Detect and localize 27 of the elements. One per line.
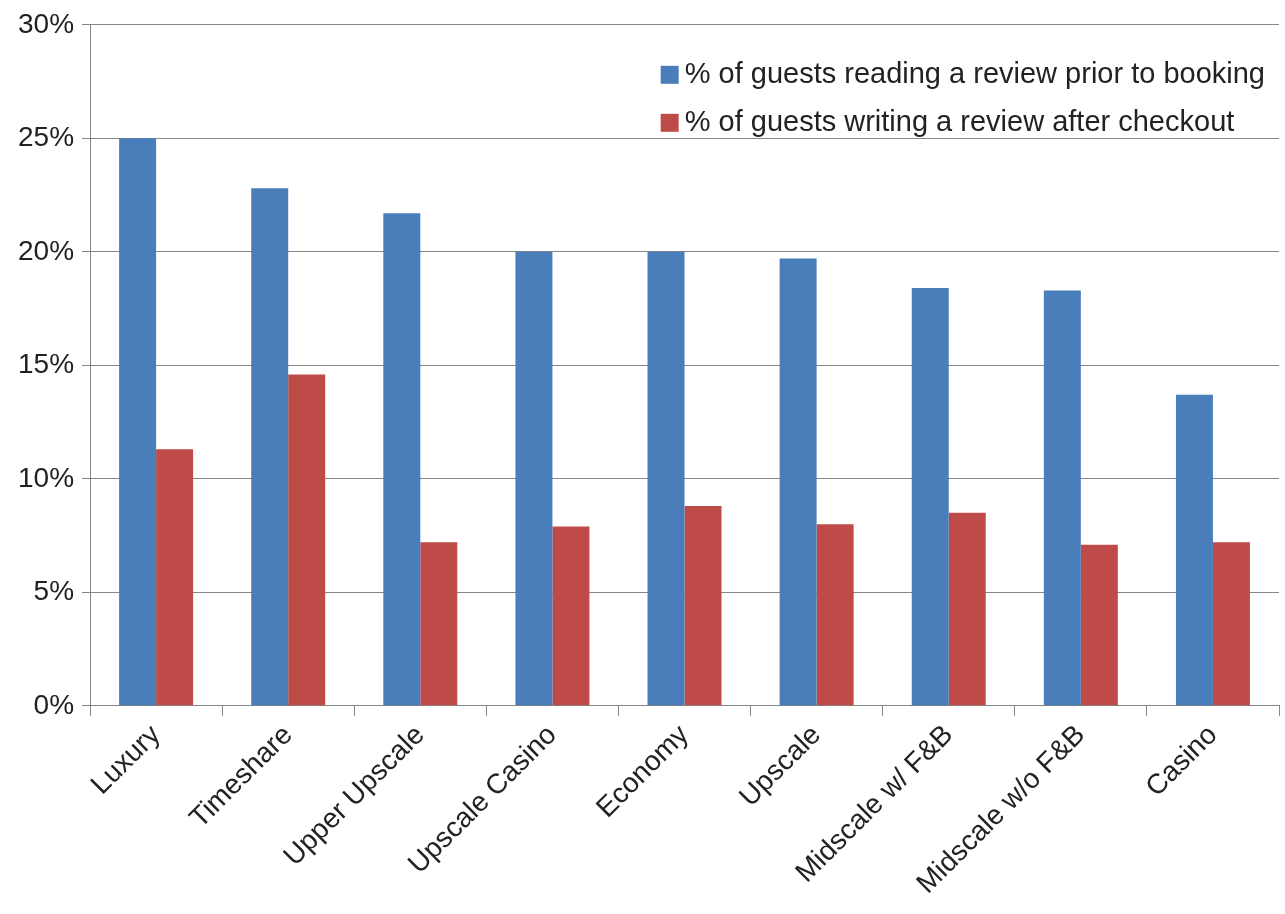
bar [948,512,986,706]
y-tick-label: 10% [17,461,75,493]
bar [816,524,854,706]
y-tick-label: 25% [17,121,75,153]
bar [383,213,421,706]
bar [684,506,722,706]
bar [779,258,817,706]
bar [1212,542,1250,706]
y-tick-label: 20% [17,234,75,266]
bar [552,526,590,706]
y-tick-label: 0% [33,688,75,720]
bar [251,188,289,706]
legend-label: % of guests writing a review after checkout [684,104,1235,137]
bar [119,138,157,706]
y-tick-label: 5% [33,575,75,607]
legend-label: % of guests reading a review prior to booking [684,56,1265,89]
bar [911,288,949,706]
bar [420,542,458,706]
y-tick-label: 15% [17,348,75,380]
y-tick-label: 30% [17,7,75,39]
bar [288,374,326,706]
bar [515,251,553,706]
bar [1043,290,1081,706]
bar [1080,544,1118,706]
bar [647,251,685,706]
bar [1175,394,1213,706]
bar [156,449,194,706]
